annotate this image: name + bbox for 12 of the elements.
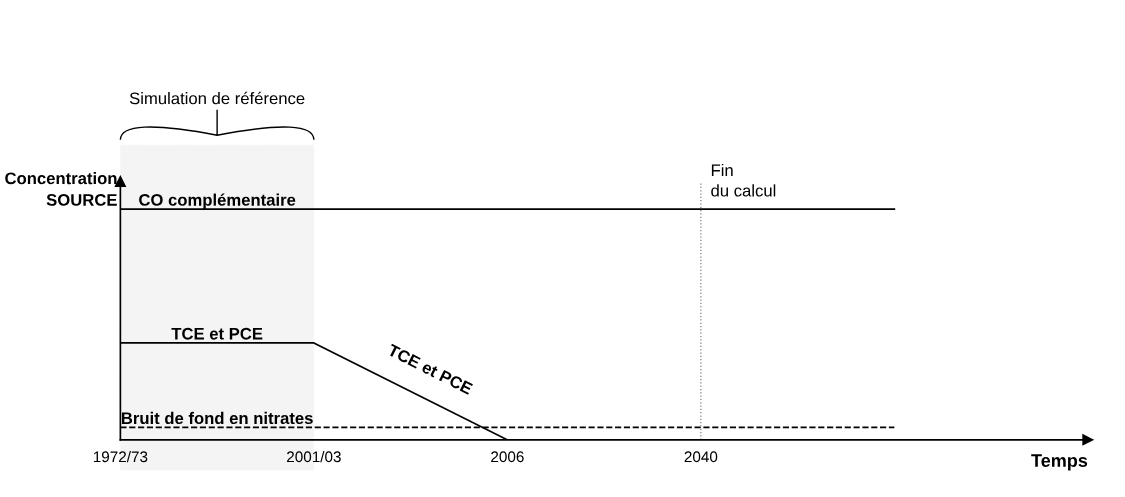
x-tick-label: 1972/73 [93, 450, 148, 463]
band-label: Simulation de référence [129, 91, 305, 105]
series-label: CO complémentaire [139, 193, 296, 210]
annotation: TCE et PCE [386, 343, 474, 395]
y-axis-title: Concentration SOURCE [5, 171, 117, 206]
x-tick-label: 2001/03 [287, 450, 341, 463]
x-axis-title: Temps [1031, 454, 1088, 471]
series-label: TCE et PCE [171, 327, 263, 340]
series-label: Bruit de fond en nitrates [121, 411, 313, 425]
x-tick-label: 2006 [491, 451, 524, 463]
ref-line-label: Fin du calcul [711, 163, 776, 197]
x-tick-label: 2040 [684, 451, 718, 463]
